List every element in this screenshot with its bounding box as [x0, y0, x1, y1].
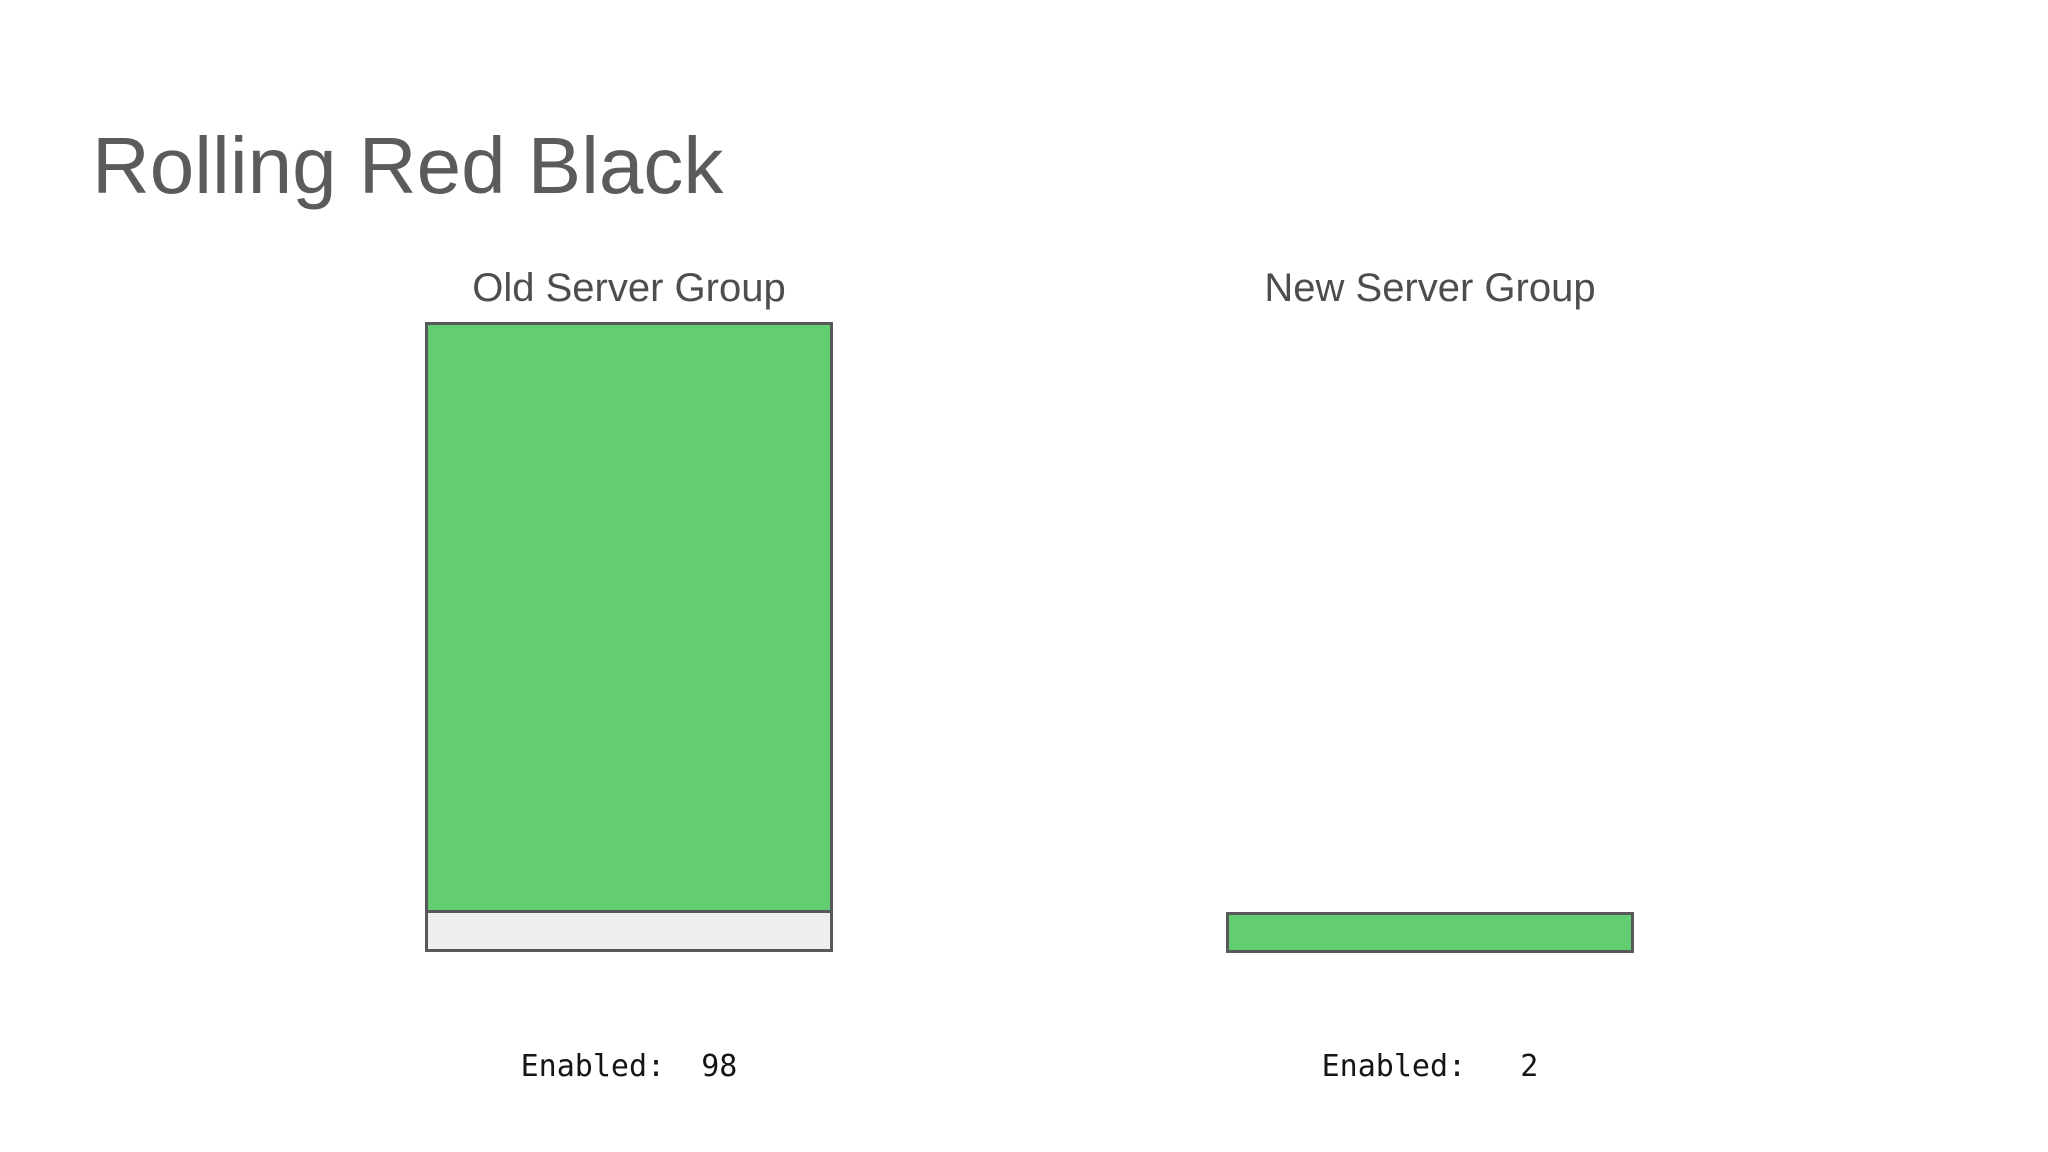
page-title: Rolling Red Black [92, 121, 724, 210]
new-server-group-bar [1226, 912, 1634, 953]
old-enabled-segment [428, 325, 830, 913]
new-server-group-label: New Server Group [1264, 266, 1596, 310]
new-server-group-stats: Enabled: 2 Running: 2 [1226, 974, 1634, 1152]
new-enabled-stat: Enabled: 2 [1321, 1049, 1539, 1084]
old-server-group-bar [425, 322, 833, 952]
old-server-group-label: Old Server Group [472, 266, 786, 310]
old-enabled-stat: Enabled: 98 [520, 1049, 738, 1084]
old-disabled-segment [428, 913, 830, 949]
old-server-group-stats: Enabled: 98 Running: 100 [425, 974, 833, 1152]
